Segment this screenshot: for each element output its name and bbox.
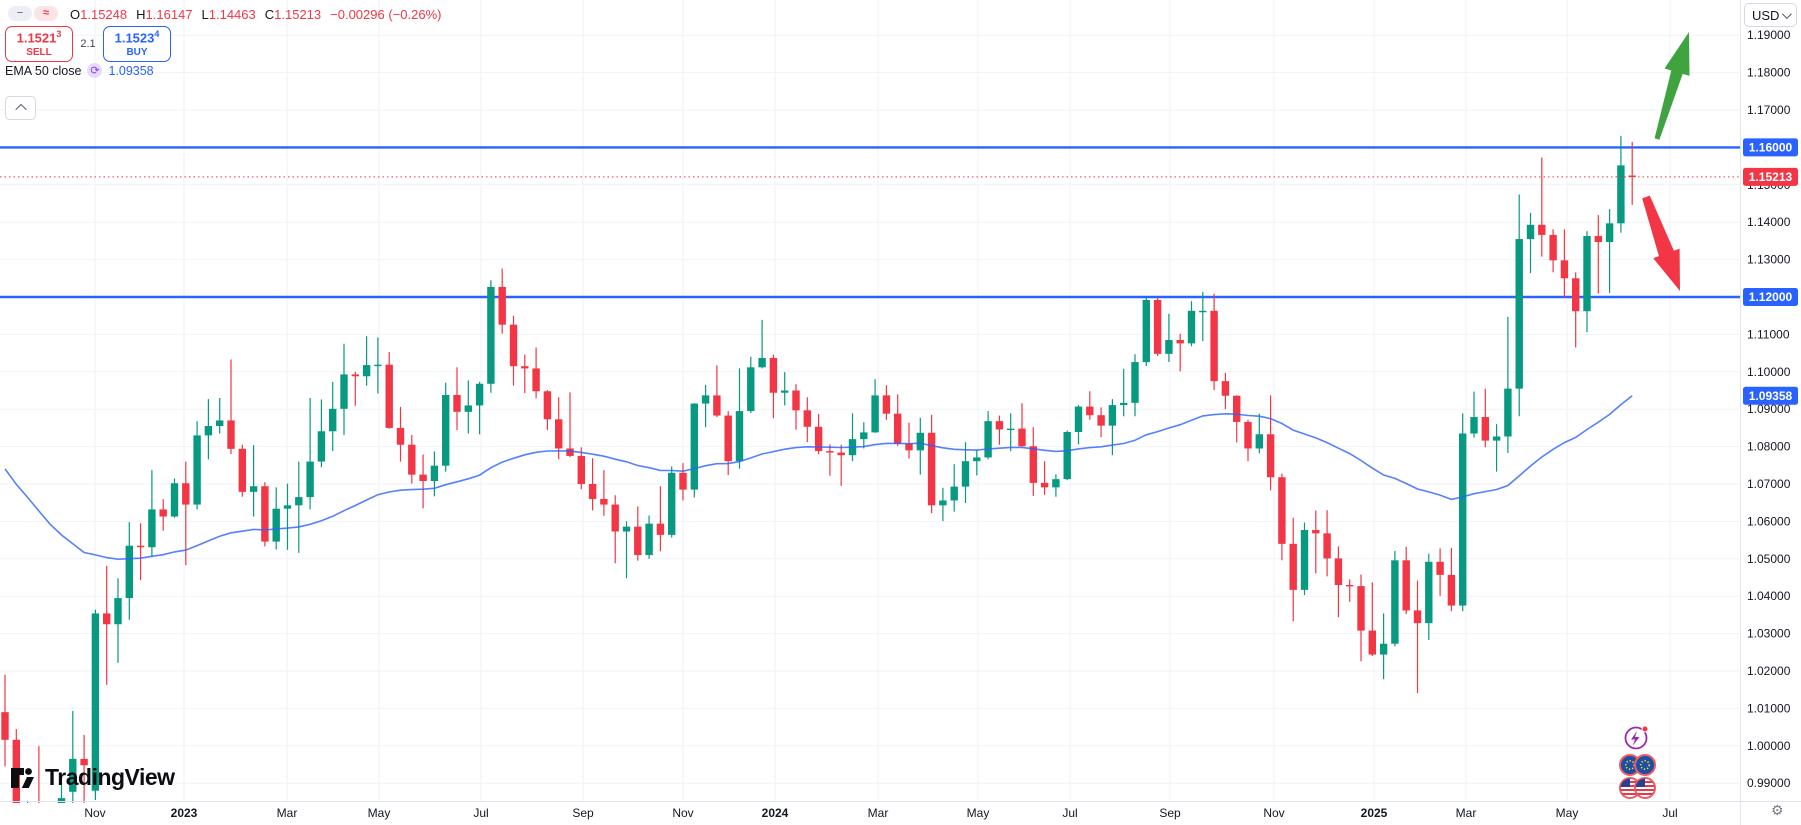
sell-price: 1.1521 xyxy=(16,30,57,46)
gear-icon[interactable]: ⚙ xyxy=(1771,802,1784,818)
sell-button[interactable]: 1.15213 SELL xyxy=(5,26,73,62)
change-percent: (−0.26%) xyxy=(388,7,442,22)
buy-label: BUY xyxy=(126,46,148,58)
svg-text:2024: 2024 xyxy=(762,806,789,820)
open-value: 1.15248 xyxy=(80,7,128,22)
down-arrow-drawing[interactable] xyxy=(1642,195,1680,291)
svg-text:Nov: Nov xyxy=(84,806,105,820)
svg-text:1.18000: 1.18000 xyxy=(1747,66,1791,80)
svg-text:Jul: Jul xyxy=(1062,806,1077,820)
price-axis[interactable]: 1.190001.180001.170001.160001.150001.140… xyxy=(1743,28,1798,790)
chevron-down-icon xyxy=(1781,8,1792,19)
buy-price-fraction: 4 xyxy=(154,29,160,40)
svg-text:1.10000: 1.10000 xyxy=(1747,365,1791,379)
time-axis[interactable]: Nov 2023 Mar May Jul Sep Nov 2024 Mar May Jul Sep No… xyxy=(84,806,1677,820)
currency-label: USD xyxy=(1752,7,1780,23)
svg-text:1.15213: 1.15213 xyxy=(1749,170,1793,184)
ema-50-line[interactable] xyxy=(4,395,1633,561)
svg-text:2025: 2025 xyxy=(1361,806,1388,820)
svg-text:Jul: Jul xyxy=(1662,806,1677,820)
minus-icon[interactable]: − xyxy=(8,6,32,21)
svg-text:Sep: Sep xyxy=(1159,806,1181,820)
svg-text:1.19000: 1.19000 xyxy=(1747,28,1791,42)
close-label: C xyxy=(264,7,275,22)
svg-text:1.08000: 1.08000 xyxy=(1747,440,1791,454)
sell-label: SELL xyxy=(26,46,52,58)
svg-text:Mar: Mar xyxy=(277,806,298,820)
horizontal-line-drawings[interactable] xyxy=(0,146,1740,299)
trade-buttons: 1.15213 SELL 2.1 1.15234 BUY xyxy=(5,26,171,62)
svg-text:May: May xyxy=(368,806,391,820)
refresh-icon[interactable]: ⟳ xyxy=(87,63,103,78)
svg-text:Nov: Nov xyxy=(672,806,693,820)
sell-price-fraction: 3 xyxy=(56,29,62,40)
svg-text:0.99000: 0.99000 xyxy=(1747,776,1791,790)
svg-text:1.02000: 1.02000 xyxy=(1747,664,1791,678)
change-value: −0.00296 xyxy=(330,7,385,22)
low-label: L xyxy=(201,7,209,22)
buy-button[interactable]: 1.15234 BUY xyxy=(103,26,171,62)
candlestick-series[interactable] xyxy=(1,135,1636,825)
svg-text:Nov: Nov xyxy=(1263,806,1284,820)
low-value: 1.14463 xyxy=(208,7,256,22)
high-value: 1.16147 xyxy=(145,7,193,22)
svg-text:1.04000: 1.04000 xyxy=(1747,589,1791,603)
ema-indicator-value: 1.09358 xyxy=(108,63,154,78)
svg-text:1.11000: 1.11000 xyxy=(1747,327,1790,341)
economic-events-icons[interactable] xyxy=(1619,725,1656,799)
symbol-toolbar: − ≈ xyxy=(8,6,58,21)
svg-text:1.03000: 1.03000 xyxy=(1747,627,1791,641)
price-badge: 1.09358 xyxy=(1743,386,1798,405)
chevron-up-icon xyxy=(14,103,27,116)
tradingview-watermark: TradingView xyxy=(10,764,175,791)
grid xyxy=(0,0,1740,801)
svg-text:1.09358: 1.09358 xyxy=(1749,389,1793,403)
spread-value: 2.1 xyxy=(80,38,96,50)
svg-text:May: May xyxy=(967,806,990,820)
ema-indicator-name: EMA 50 close xyxy=(5,63,82,78)
svg-text:1.14000: 1.14000 xyxy=(1747,215,1791,229)
ema-indicator-legend[interactable]: EMA 50 close ⟳ 1.09358 xyxy=(5,63,154,78)
price-badge: 1.15213 xyxy=(1743,167,1798,186)
svg-text:1.09000: 1.09000 xyxy=(1747,402,1791,416)
svg-text:1.16000: 1.16000 xyxy=(1749,141,1793,155)
wave-icon[interactable]: ≈ xyxy=(34,6,58,21)
us-flags-icon[interactable] xyxy=(1619,777,1656,799)
svg-text:Sep: Sep xyxy=(572,806,594,820)
price-badge: 1.12000 xyxy=(1743,288,1798,306)
svg-text:Mar: Mar xyxy=(868,806,889,820)
svg-text:1.01000: 1.01000 xyxy=(1747,701,1791,715)
buy-price: 1.1523 xyxy=(114,30,155,46)
up-arrow-drawing[interactable] xyxy=(1654,32,1690,140)
collapse-legend-button[interactable] xyxy=(5,96,36,120)
close-value: 1.15213 xyxy=(274,7,322,22)
price-badge: 1.16000 xyxy=(1743,138,1798,157)
currency-selector[interactable]: USD xyxy=(1744,3,1797,27)
svg-text:1.17000: 1.17000 xyxy=(1747,103,1791,117)
svg-text:1.07000: 1.07000 xyxy=(1747,477,1791,491)
svg-text:1.13000: 1.13000 xyxy=(1747,253,1791,267)
svg-text:2023: 2023 xyxy=(171,806,198,820)
high-label: H xyxy=(136,7,146,22)
svg-text:1.06000: 1.06000 xyxy=(1747,514,1791,528)
flash-icon[interactable] xyxy=(1624,725,1649,750)
watermark-text: TradingView xyxy=(45,764,175,790)
svg-text:1.12000: 1.12000 xyxy=(1749,290,1793,304)
svg-text:Jul: Jul xyxy=(473,806,488,820)
eu-flags-icon[interactable] xyxy=(1619,754,1656,776)
open-label: O xyxy=(70,7,81,22)
tradingview-logo-icon xyxy=(11,767,34,788)
ohlc-legend: O1.15248 H1.16147 L1.14463 C1.15213 −0.00296… xyxy=(70,7,441,22)
svg-text:1.00000: 1.00000 xyxy=(1747,739,1791,753)
svg-text:1.05000: 1.05000 xyxy=(1747,552,1791,566)
svg-text:Mar: Mar xyxy=(1456,806,1477,820)
svg-text:May: May xyxy=(1556,806,1579,820)
